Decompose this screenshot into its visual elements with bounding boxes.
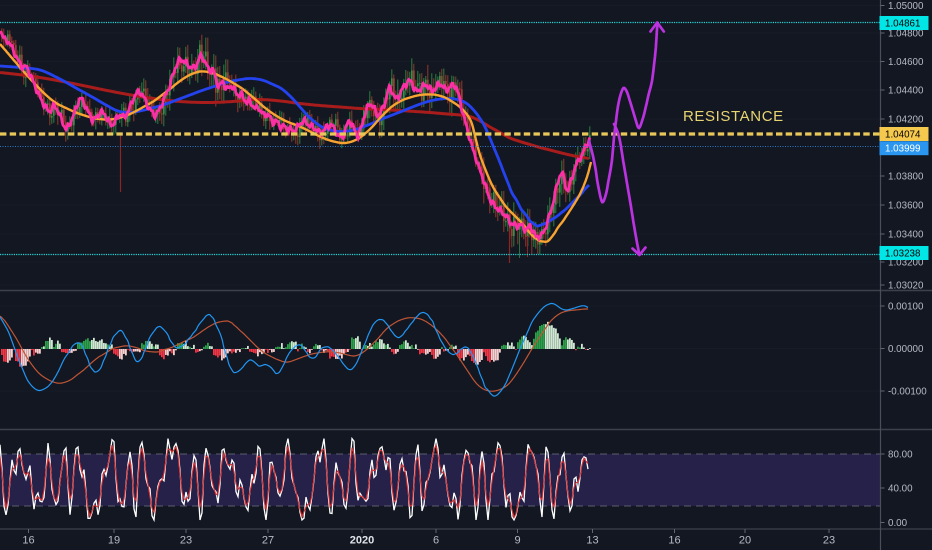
svg-text:1.04861: 1.04861 [885,19,920,30]
svg-text:80.00: 80.00 [888,450,913,461]
svg-text:27: 27 [262,535,274,547]
svg-text:16: 16 [22,535,34,547]
svg-text:1.04074: 1.04074 [885,130,921,141]
svg-text:1.04400: 1.04400 [888,86,924,97]
svg-text:1.03999: 1.03999 [885,144,920,155]
svg-text:1.03238: 1.03238 [885,249,921,260]
svg-text:1.03020: 1.03020 [888,281,924,292]
svg-text:-0.00100: -0.00100 [888,387,927,398]
svg-text:23: 23 [180,535,192,547]
svg-text:2020: 2020 [350,535,374,547]
svg-text:0.00100: 0.00100 [888,302,924,313]
svg-text:0.00000: 0.00000 [888,344,924,355]
svg-text:16: 16 [668,535,680,547]
svg-text:20: 20 [739,535,751,547]
svg-text:9: 9 [514,535,520,547]
svg-text:1.04800: 1.04800 [888,29,924,40]
svg-text:23: 23 [823,535,835,547]
svg-text:1.03800: 1.03800 [888,172,924,183]
svg-text:1.03200: 1.03200 [888,258,924,269]
svg-text:1.05000: 1.05000 [888,1,924,12]
svg-text:1.03600: 1.03600 [888,201,924,212]
svg-text:13: 13 [586,535,598,547]
svg-text:6: 6 [433,535,439,547]
svg-text:1.04600: 1.04600 [888,57,924,68]
svg-text:1.03400: 1.03400 [888,230,924,241]
svg-text:40.00: 40.00 [888,484,913,495]
svg-text:1.04200: 1.04200 [888,115,924,126]
svg-text:RESISTANCE: RESISTANCE [683,108,784,125]
svg-text:0.00: 0.00 [888,518,908,529]
svg-text:19: 19 [108,535,120,547]
